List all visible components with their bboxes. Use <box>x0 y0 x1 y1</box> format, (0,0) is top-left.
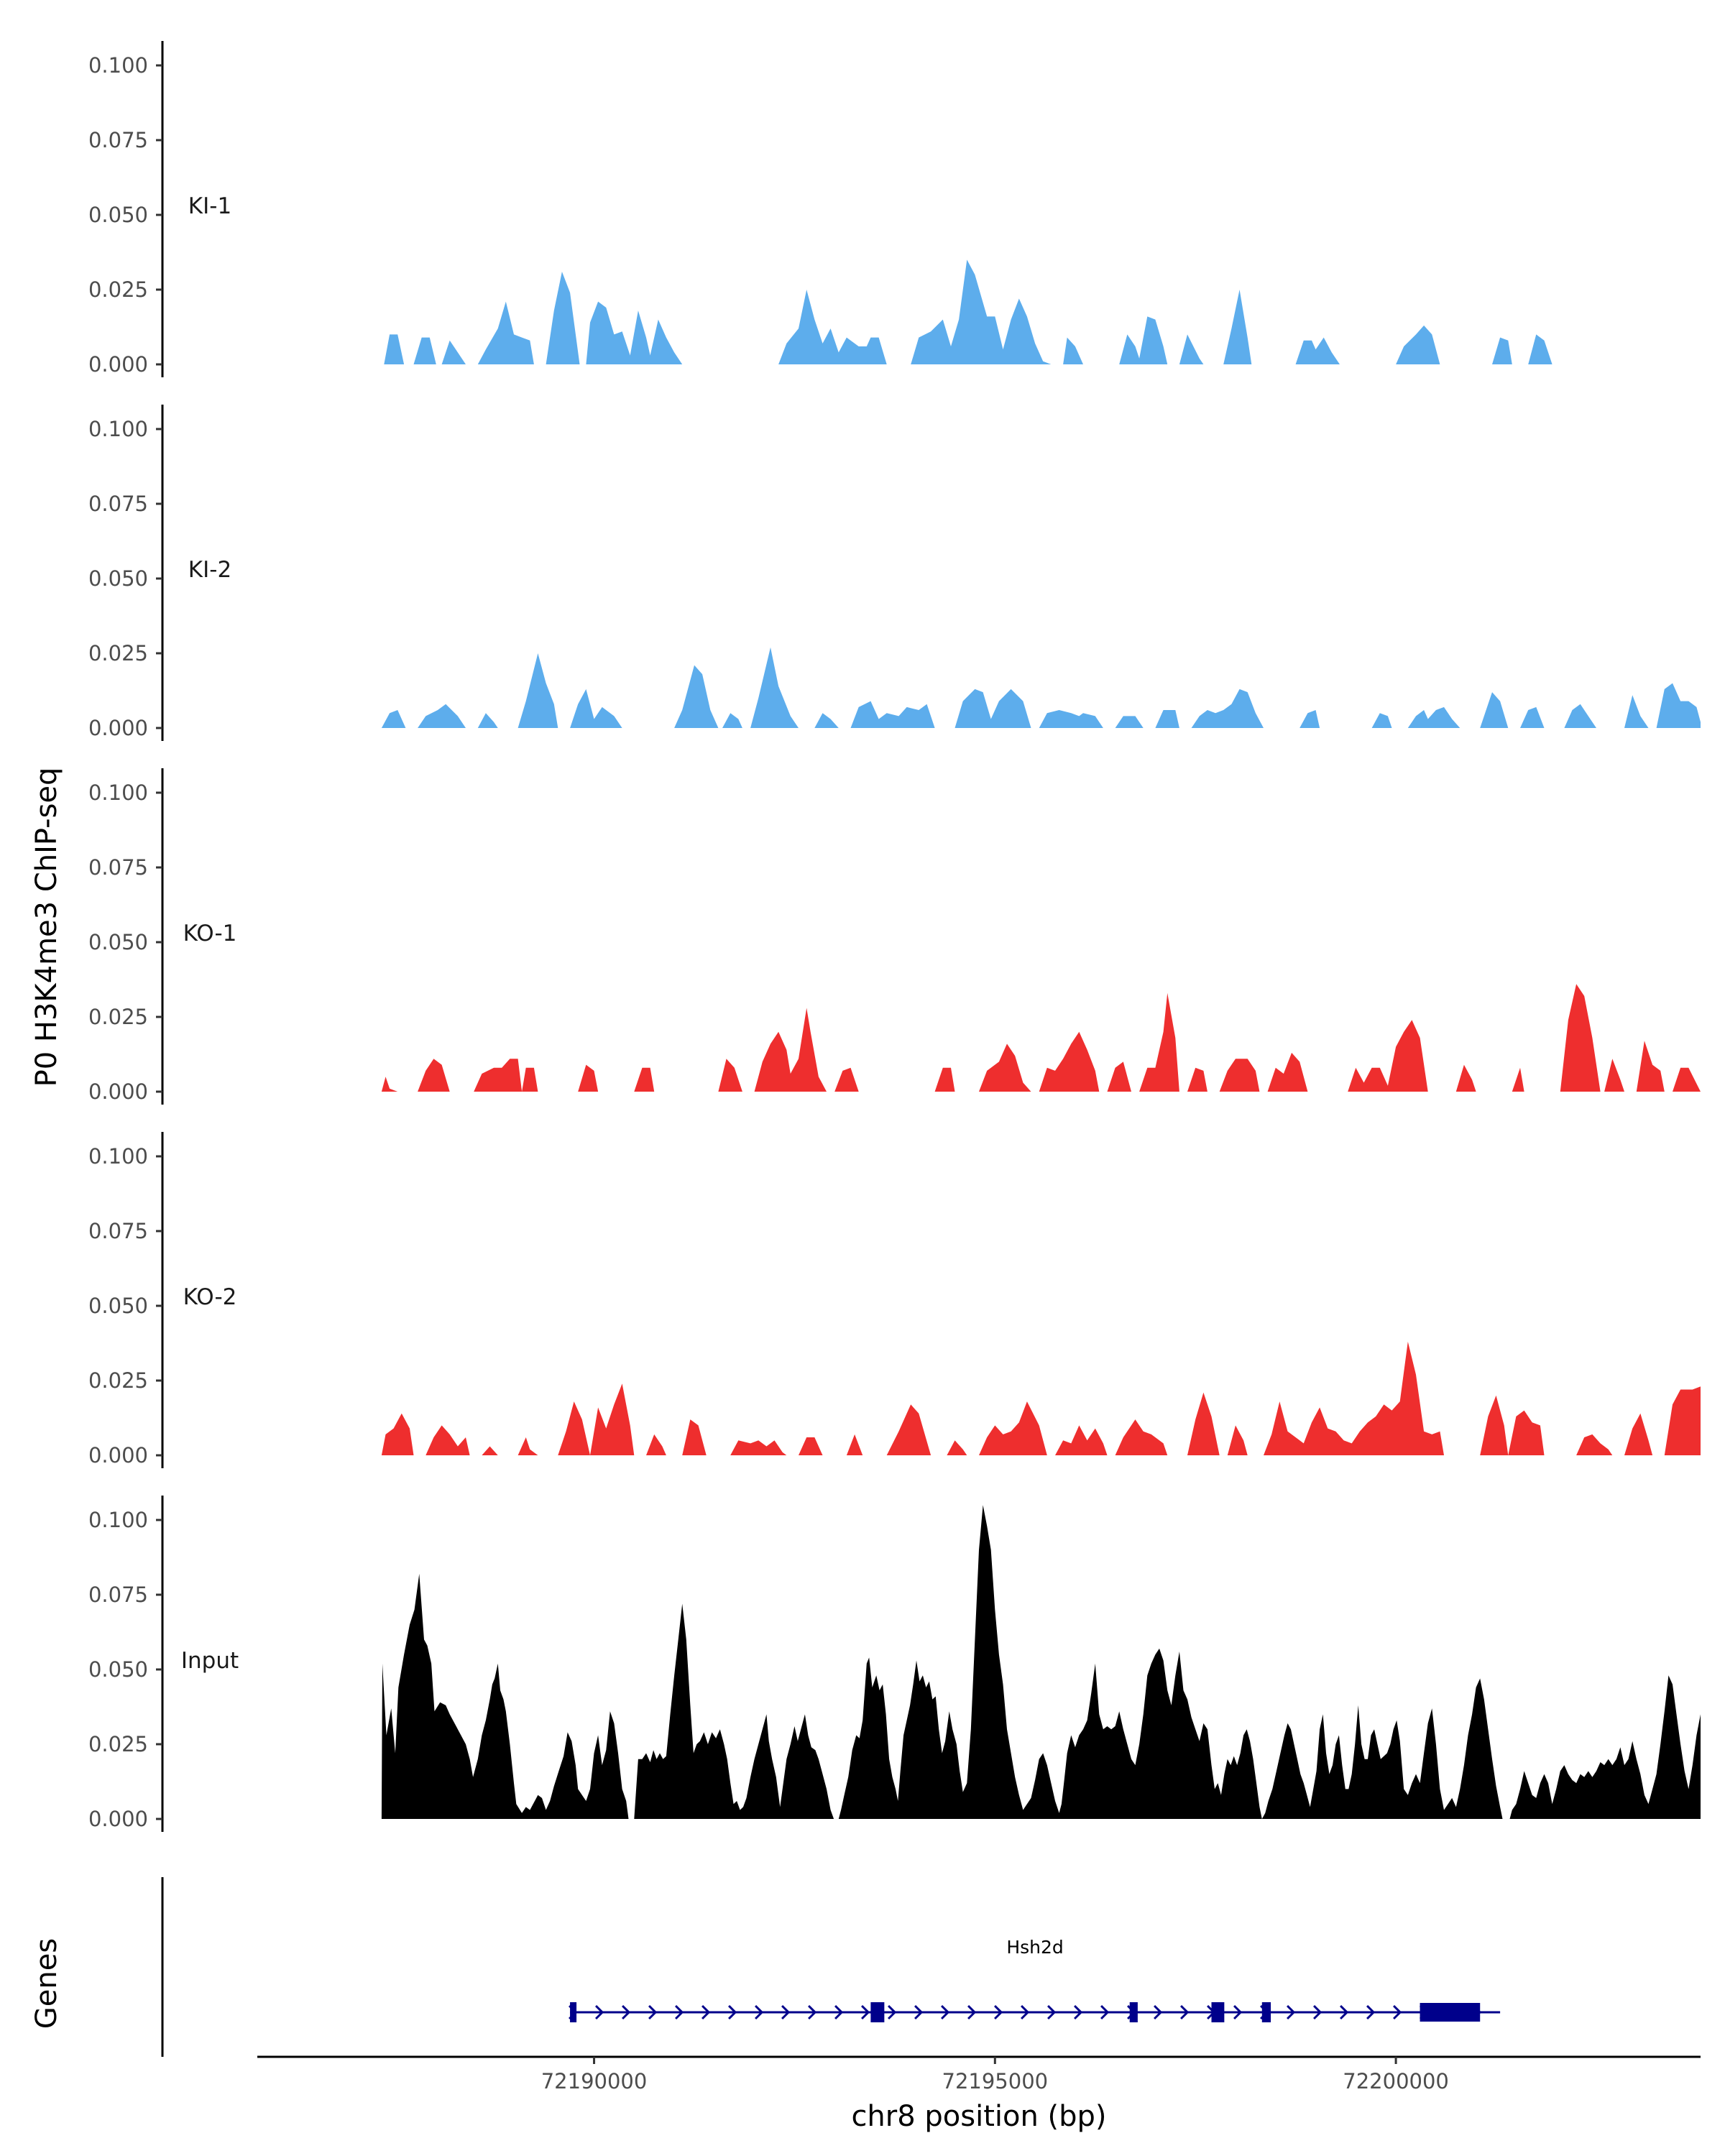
y-tick-label: 0.000 <box>88 1807 148 1831</box>
y-tick-label: 0.100 <box>88 1508 148 1532</box>
strand-arrow <box>1287 2004 1296 2020</box>
y-tick-label: 0.000 <box>88 352 148 377</box>
strand-arrow <box>1393 2004 1402 2020</box>
y-tick-label: 0.000 <box>88 716 148 740</box>
signal-area <box>384 259 1552 364</box>
strand-arrow <box>781 2004 791 2020</box>
gene-exon <box>570 2002 577 2022</box>
x-tick-label: 72200000 <box>1343 2069 1449 2093</box>
y-tick-label: 0.075 <box>88 492 148 516</box>
strand-arrow <box>622 2004 631 2020</box>
y-tick-label: 0.050 <box>88 1657 148 1682</box>
track-label: KI-1 <box>188 193 231 219</box>
y-tick-label: 0.075 <box>88 855 148 880</box>
track-label: KO-2 <box>183 1284 237 1310</box>
strand-arrow <box>914 2004 924 2020</box>
strand-arrow <box>1340 2004 1349 2020</box>
strand-arrow <box>994 2004 1003 2020</box>
y-tick-label: 0.100 <box>88 53 148 78</box>
strand-arrow <box>1154 2004 1163 2020</box>
y-tick-label: 0.100 <box>88 417 148 441</box>
genes-track: Genes Hsh2d <box>30 1877 1501 2057</box>
gene-label: Hsh2d <box>1006 1937 1063 1958</box>
y-tick-label: 0.025 <box>88 1005 148 1029</box>
y-tick-label: 0.050 <box>88 203 148 227</box>
strand-arrow <box>967 2004 977 2020</box>
signal-area <box>381 647 1701 728</box>
gene-exon <box>1211 2002 1225 2022</box>
strand-arrow <box>1313 2004 1322 2020</box>
track-ko-1: 0.000 0.025 0.050 0.075 0.100 KO-1 <box>88 768 1701 1105</box>
strand-arrow <box>702 2004 711 2020</box>
genes-track-title: Genes <box>30 1938 63 2029</box>
strand-arrow <box>941 2004 950 2020</box>
y-tick-label: 0.025 <box>88 641 148 665</box>
tracks-layer: 0.0000.0250.0500.0750.100KI-10.0000.0250… <box>88 41 1701 1832</box>
x-axis-title: chr8 position (bp) <box>851 2100 1106 2133</box>
track-ko-2: 0.000 0.025 0.050 0.075 0.100 KO-2 <box>88 1132 1701 1468</box>
gene-exon <box>1261 2002 1271 2022</box>
x-tick-label: 72190000 <box>541 2069 648 2093</box>
strand-arrow <box>675 2004 684 2020</box>
track-label: Input <box>181 1648 239 1674</box>
x-ticks: 72190000 72195000 72200000 <box>541 2057 1449 2093</box>
strand-arrow <box>1047 2004 1057 2020</box>
strand-arrow <box>1100 2004 1110 2020</box>
gene-models: Hsh2d <box>569 1937 1501 2022</box>
y-tick-label: 0.025 <box>88 277 148 302</box>
track-label: KI-2 <box>188 557 231 583</box>
strand-arrow <box>595 2004 604 2020</box>
y-tick-label: 0.000 <box>88 1079 148 1104</box>
strand-arrow <box>888 2004 897 2020</box>
strand-arrow <box>834 2004 844 2020</box>
y-tick-label: 0.050 <box>88 930 148 954</box>
strand-arrow <box>1021 2004 1030 2020</box>
y-tick-label: 0.050 <box>88 1294 148 1318</box>
gene-hsh2d: Hsh2d <box>569 1937 1501 2022</box>
strand-arrow <box>728 2004 737 2020</box>
strand-arrow <box>1180 2004 1190 2020</box>
strand-arrow <box>808 2004 817 2020</box>
x-tick-label: 72195000 <box>942 2069 1049 2093</box>
y-tick-label: 0.100 <box>88 780 148 805</box>
gene-exon <box>870 2002 885 2022</box>
track-ki-2: 0.000 0.025 0.050 0.075 0.100 KI-2 <box>88 405 1701 741</box>
signal-area <box>381 1505 1701 1819</box>
strand-arrow <box>1366 2004 1376 2020</box>
gene-exon <box>1420 2003 1481 2022</box>
y-tick-label: 0.075 <box>88 1583 148 1607</box>
y-tick-label: 0.075 <box>88 128 148 152</box>
y-tick-label: 0.025 <box>88 1732 148 1756</box>
y-tick-label: 0.000 <box>88 1443 148 1468</box>
gene-exon <box>1129 2002 1138 2022</box>
signal-area <box>381 984 1701 1092</box>
track-label: KO-1 <box>183 921 237 946</box>
y-tick-label: 0.100 <box>88 1144 148 1169</box>
signal-area <box>381 1341 1701 1455</box>
y-tick-label: 0.025 <box>88 1368 148 1393</box>
strand-arrow <box>1074 2004 1083 2020</box>
strand-arrow <box>1233 2004 1243 2020</box>
y-tick-label: 0.050 <box>88 566 148 591</box>
y-axis-title: P0 H3K4me3 ChIP-seq <box>30 768 63 1087</box>
y-tick-label: 0.075 <box>88 1219 148 1243</box>
strand-arrow <box>861 2004 870 2020</box>
track-ki-1: 0.000 0.025 0.050 0.075 0.100 KI-1 <box>88 41 1552 377</box>
x-axis: 72190000 72195000 72200000 chr8 position (… <box>257 2055 1701 2133</box>
strand-arrow <box>648 2004 658 2020</box>
strand-arrow <box>755 2004 764 2020</box>
track-input: 0.000 0.025 0.050 0.075 0.100 Input <box>88 1496 1701 1832</box>
